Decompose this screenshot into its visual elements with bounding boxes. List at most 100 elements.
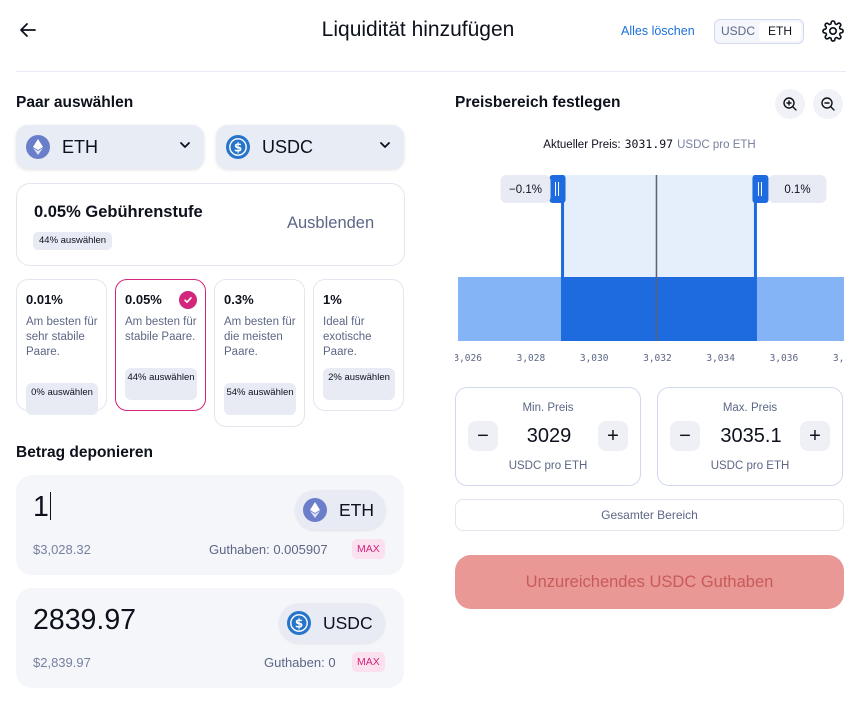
x-tick-label: 3,036 — [770, 353, 799, 364]
fee-tier-box: 0.05% Gebührenstufe 44% auswählen Ausble… — [16, 183, 405, 266]
max-price-handle-grip — [752, 175, 769, 203]
svg-text:$: $ — [295, 617, 303, 631]
x-tick-label: 3,030 — [580, 353, 609, 364]
price-range-chart[interactable]: −0.1% 0.1% 3,026 3,028 3,030 3,032 3,034 3,03… — [455, 165, 844, 365]
x-axis: 3,026 3,028 3,030 3,032 3,034 3,036 3,038 — [455, 353, 844, 364]
selected-range-background — [562, 175, 756, 277]
fee-tier-badge: 44% auswählen — [33, 232, 113, 250]
max-price-decrement-button[interactable]: − — [670, 421, 700, 451]
chevron-down-icon — [178, 138, 192, 157]
fee-tier-title: 0.05% Gebührenstufe — [34, 203, 203, 221]
deposit-eth-input[interactable]: 1 — [33, 491, 52, 524]
fee-option-badge: 2% auswählen — [323, 368, 395, 400]
fee-option-pct: 1% — [323, 292, 342, 307]
min-percent-label-text: −0.1% — [509, 184, 542, 196]
current-price-value: 3031.97 — [624, 137, 674, 151]
svg-text:$: $ — [234, 141, 242, 155]
min-price-increment-button[interactable]: + — [598, 421, 628, 451]
x-tick-label: 3,032 — [643, 353, 672, 364]
hide-fee-options-button[interactable]: Ausblenden — [287, 214, 375, 232]
min-price-input[interactable]: 3029 — [526, 425, 572, 447]
toggle-usdc[interactable]: USDC — [720, 24, 755, 38]
fee-option-pct: 0.01% — [26, 292, 63, 307]
back-arrow-icon[interactable] — [14, 16, 42, 44]
eth-icon — [303, 498, 327, 522]
x-tick-label: 3,028 — [517, 353, 546, 364]
fee-option-0.05[interactable]: 0.05% Am besten für stabile Paare. 44% a… — [115, 279, 206, 411]
range-section-title: Preisbereich festlegen — [455, 94, 621, 111]
max-percent-label-bg — [768, 175, 827, 203]
deposit-usdc-balance: Guthaben: 0 — [264, 655, 336, 670]
x-tick-label: 3,026 — [455, 353, 482, 364]
fee-option-pct: 0.05% — [125, 292, 162, 307]
clear-all-button[interactable]: Alles löschen — [621, 24, 695, 38]
min-price-grip-icon — [555, 182, 560, 196]
zoom-in-icon[interactable] — [775, 89, 805, 119]
fee-option-badge: 44% auswählen — [125, 368, 197, 400]
max-price-box: Max. Preis − 3035.1 + USDC pro ETH — [657, 387, 843, 486]
submit-button[interactable]: Unzureichendes USDC Guthaben — [455, 555, 844, 609]
deposit-usdc-token-label: USDC — [323, 612, 373, 633]
deposit-eth-max-button[interactable]: MAX — [352, 539, 385, 559]
x-tick-label: 3,038 — [833, 353, 844, 364]
max-price-input[interactable]: 3035.1 — [720, 425, 782, 447]
token-b-select[interactable]: $ USDC — [216, 125, 404, 169]
max-price-unit: USDC pro ETH — [710, 460, 790, 472]
usdc-icon: $ — [287, 611, 311, 635]
min-percent-label: −0.1% — [500, 175, 551, 203]
zoom-out-icon[interactable] — [813, 89, 843, 119]
selected-liquidity-area — [562, 277, 756, 341]
deposit-eth-usd: $3,028.32 — [33, 542, 91, 557]
usdc-icon: $ — [226, 135, 250, 159]
max-price-label: Max. Preis — [722, 402, 778, 414]
denomination-toggle[interactable]: USDC ETH — [714, 19, 804, 44]
token-a-select[interactable]: ETH — [16, 125, 204, 169]
fee-option-badge: 54% auswählen — [224, 383, 296, 415]
min-price-handle-grip — [549, 175, 566, 203]
toggle-eth[interactable]: ETH — [759, 22, 801, 41]
x-tick-label: 3,034 — [706, 353, 735, 364]
deposit-usdc-max-button[interactable]: MAX — [352, 652, 385, 672]
deposit-section-title: Betrag deponieren — [16, 444, 153, 461]
deposit-eth-token: ETH — [295, 490, 386, 530]
token-a-label: ETH — [62, 136, 98, 157]
deposit-usdc-usd: $2,839.97 — [33, 655, 91, 670]
deposit-eth-amount: 1 — [33, 491, 49, 523]
max-price-grip-icon — [757, 182, 762, 196]
chevron-down-icon — [378, 138, 392, 157]
deposit-eth-token-label: ETH — [339, 499, 374, 520]
fee-option-1[interactable]: 1% Ideal für exotische Paare. 2% auswähl… — [313, 279, 404, 411]
pair-section-title: Paar auswählen — [16, 94, 134, 111]
deposit-usdc-box[interactable]: 2839.97 $2,839.97 $ USDC Guthaben: 0 MAX — [16, 588, 404, 688]
max-percent-label-text: 0.1% — [784, 184, 810, 196]
fee-option-0.01[interactable]: 0.01% Am besten für sehr stabile Paare. … — [16, 279, 107, 415]
max-percent-label: 0.1% — [768, 175, 827, 203]
settings-gear-icon[interactable] — [822, 20, 844, 42]
checkmark-icon — [179, 291, 197, 309]
full-range-button[interactable]: Gesamter Bereich — [455, 499, 844, 531]
fee-option-desc: Am besten für die meisten Paare. — [224, 316, 296, 358]
fee-option-desc: Ideal für exotische Paare. — [323, 316, 372, 358]
fee-option-desc: Am besten für stabile Paare. — [125, 316, 197, 343]
min-price-unit: USDC pro ETH — [508, 460, 588, 472]
eth-icon — [26, 135, 50, 159]
max-price-increment-button[interactable]: + — [800, 421, 830, 451]
min-price-box: Min. Preis − 3029 + USDC pro ETH — [455, 387, 641, 486]
fee-option-desc: Am besten für sehr stabile Paare. — [26, 316, 98, 358]
text-caret — [49, 492, 52, 520]
min-price-decrement-button[interactable]: − — [468, 421, 498, 451]
min-price-handle[interactable] — [549, 175, 566, 341]
current-price: Aktueller Preis: 3031.97 USDC pro ETH — [455, 137, 844, 151]
deposit-usdc-input[interactable]: 2839.97 — [33, 604, 137, 636]
header-divider — [16, 71, 846, 72]
fee-option-badge: 0% auswählen — [26, 383, 98, 415]
token-b-label: USDC — [262, 136, 314, 157]
max-price-handle[interactable] — [752, 175, 769, 341]
deposit-usdc-token: $ USDC — [279, 603, 385, 643]
deposit-eth-box[interactable]: 1 $3,028.32 ETH Guthaben: 0.005907 MAX — [16, 475, 404, 575]
fee-option-pct: 0.3% — [224, 292, 254, 307]
min-percent-label-bg — [500, 175, 551, 203]
fee-option-0.3[interactable]: 0.3% Am besten für die meisten Paare. 54… — [214, 279, 305, 427]
deposit-eth-balance: Guthaben: 0.005907 — [209, 542, 328, 557]
min-price-label: Min. Preis — [522, 402, 574, 414]
